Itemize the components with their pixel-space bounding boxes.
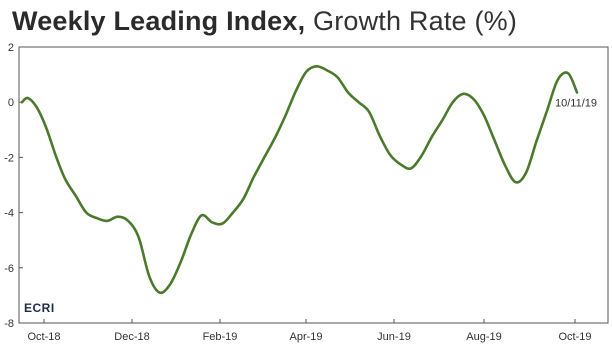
latest-date-annotation: 10/11/19 [555, 98, 597, 110]
ecri-logo: ECRI [24, 301, 55, 315]
chart-title: Weekly Leading Index, Growth Rate (%) [12, 6, 517, 37]
x-tick-label: Jun-19 [377, 331, 411, 343]
series-line [20, 65, 579, 295]
y-tick-label: -8 [4, 318, 14, 330]
x-tick-label: Feb-19 [203, 331, 238, 343]
plot-frame [18, 46, 609, 324]
y-tick-label: 0 [8, 97, 14, 109]
x-tick-label: Aug-19 [466, 331, 501, 343]
y-tick-label: -4 [4, 208, 14, 220]
y-tick-label: 2 [8, 42, 14, 54]
chart-title-main: Weekly Leading Index, [12, 6, 306, 36]
y-tick-label: -2 [4, 152, 14, 164]
x-axis-ticks: Oct-18 Dec-18 Feb-19 Apr-19 Jun-19 Aug-19 Oct-… [27, 319, 592, 343]
x-tick-label: Oct-19 [558, 331, 591, 343]
y-axis-ticks: 2 0 -2 -4 -6 -8 [4, 42, 23, 330]
x-tick-label: Oct-18 [27, 331, 60, 343]
x-tick-label: Dec-18 [114, 331, 149, 343]
x-tick-label: Apr-19 [289, 331, 322, 343]
y-tick-label: -6 [4, 263, 14, 275]
chart-axes [18, 46, 609, 324]
chart-title-sub: Growth Rate (%) [313, 6, 518, 36]
